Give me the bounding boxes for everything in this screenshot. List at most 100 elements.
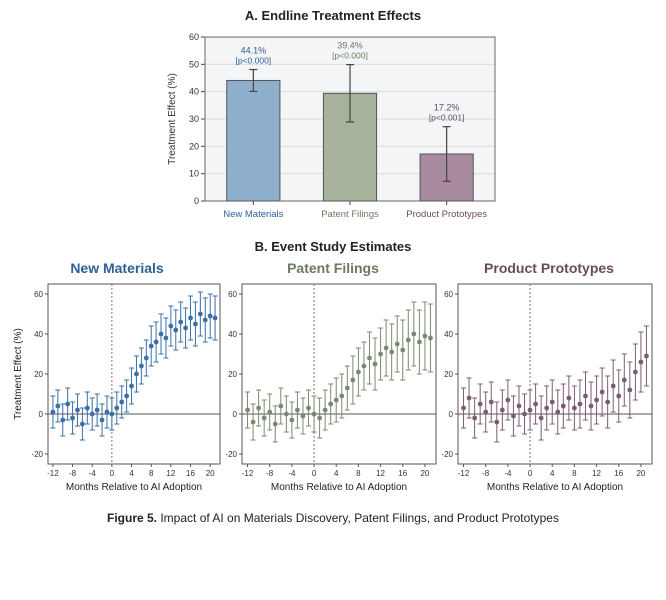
panel-b: B. Event Study Estimates New Materials-2… [10, 239, 656, 503]
event-point [334, 398, 339, 403]
bar-annotation-p: [p<0.000] [332, 51, 368, 61]
subplot-title: Patent Filings [226, 260, 440, 276]
bar-category-label: New Materials [223, 209, 283, 220]
event-point [411, 332, 416, 337]
panel-a-title: A. Endline Treatment Effects [133, 8, 533, 23]
event-point [461, 406, 466, 411]
svg-text:40: 40 [228, 330, 237, 339]
bar-annotation-p: [p<0.000] [235, 56, 271, 66]
event-point [55, 404, 60, 409]
event-point [273, 422, 278, 427]
svg-text:-8: -8 [69, 469, 77, 478]
svg-text:16: 16 [614, 469, 623, 478]
svg-text:0: 0 [528, 469, 533, 478]
svg-text:Months Relative to AI Adoption: Months Relative to AI Adoption [487, 482, 623, 493]
event-point [478, 402, 483, 407]
svg-text:20: 20 [420, 469, 429, 478]
svg-text:20: 20 [206, 469, 215, 478]
event-point [616, 394, 621, 399]
bar-category-label: Patent Filings [321, 209, 379, 220]
svg-text:0: 0 [194, 196, 199, 206]
event-point [639, 360, 644, 365]
subplot-title: New Materials [10, 260, 224, 276]
event-point [278, 404, 283, 409]
event-point [198, 312, 203, 317]
svg-text:8: 8 [356, 469, 361, 478]
event-point [213, 316, 218, 321]
event-point [60, 418, 65, 423]
event-point [539, 416, 544, 421]
event-point [256, 406, 261, 411]
event-point [384, 346, 389, 351]
event-point [245, 408, 250, 413]
svg-text:Months Relative to AI Adoption: Months Relative to AI Adoption [66, 482, 202, 493]
panel-b-subplot: New Materials-200204060-12-8-4048121620M… [10, 260, 224, 503]
event-point [362, 364, 367, 369]
event-point [578, 402, 583, 407]
panel-b-subplot: Patent Filings-200204060-12-8-4048121620… [226, 260, 440, 503]
panel-b-grid: New Materials-200204060-12-8-4048121620M… [10, 260, 656, 503]
event-point [566, 396, 571, 401]
event-point [144, 356, 149, 361]
event-point [517, 404, 522, 409]
event-point [70, 416, 75, 421]
svg-text:0: 0 [449, 410, 454, 419]
event-point [178, 320, 183, 325]
event-point [472, 416, 477, 421]
event-point [129, 384, 134, 389]
event-point [406, 338, 411, 343]
event-point [605, 400, 610, 405]
event-point [600, 390, 605, 395]
event-point [328, 402, 333, 407]
event-point [489, 400, 494, 405]
bar-annotation-value: 44.1% [241, 46, 267, 56]
event-point [124, 394, 129, 399]
svg-text:-4: -4 [288, 469, 296, 478]
event-point [168, 324, 173, 329]
svg-text:60: 60 [189, 32, 199, 42]
event-point [80, 422, 85, 427]
event-point [100, 418, 105, 423]
svg-text:4: 4 [334, 469, 339, 478]
event-point [284, 412, 289, 417]
svg-text:0: 0 [233, 410, 238, 419]
event-point [301, 414, 306, 419]
event-point [134, 372, 139, 377]
event-point [356, 370, 361, 375]
svg-text:-8: -8 [482, 469, 490, 478]
caption-rest: Impact of AI on Materials Discovery, Pat… [157, 511, 559, 525]
event-point [95, 408, 100, 413]
event-point [159, 332, 164, 337]
svg-text:20: 20 [636, 469, 645, 478]
event-point [65, 402, 70, 407]
event-point [173, 328, 178, 333]
event-point [114, 406, 119, 411]
event-point [164, 336, 169, 341]
event-point [522, 412, 527, 417]
event-point [339, 394, 344, 399]
svg-text:-20: -20 [442, 450, 454, 459]
svg-text:-12: -12 [47, 469, 59, 478]
svg-text:20: 20 [228, 370, 237, 379]
svg-text:-8: -8 [266, 469, 274, 478]
event-point [583, 394, 588, 399]
event-point [51, 410, 56, 415]
event-point [555, 410, 560, 415]
bar [227, 80, 280, 201]
figure-container: A. Endline Treatment Effects 01020304050… [0, 0, 666, 600]
event-point [312, 412, 317, 417]
event-point [622, 378, 627, 383]
event-point [417, 340, 422, 345]
event-point [295, 408, 300, 413]
svg-text:30: 30 [189, 114, 199, 124]
svg-text:-20: -20 [31, 450, 43, 459]
event-point [633, 370, 638, 375]
svg-text:40: 40 [34, 330, 43, 339]
svg-text:-4: -4 [504, 469, 512, 478]
svg-text:-12: -12 [458, 469, 470, 478]
event-point [267, 410, 272, 415]
event-point [511, 414, 516, 419]
bar-annotation-value: 39.4% [337, 41, 363, 51]
event-point [423, 334, 428, 339]
svg-text:60: 60 [444, 290, 453, 299]
